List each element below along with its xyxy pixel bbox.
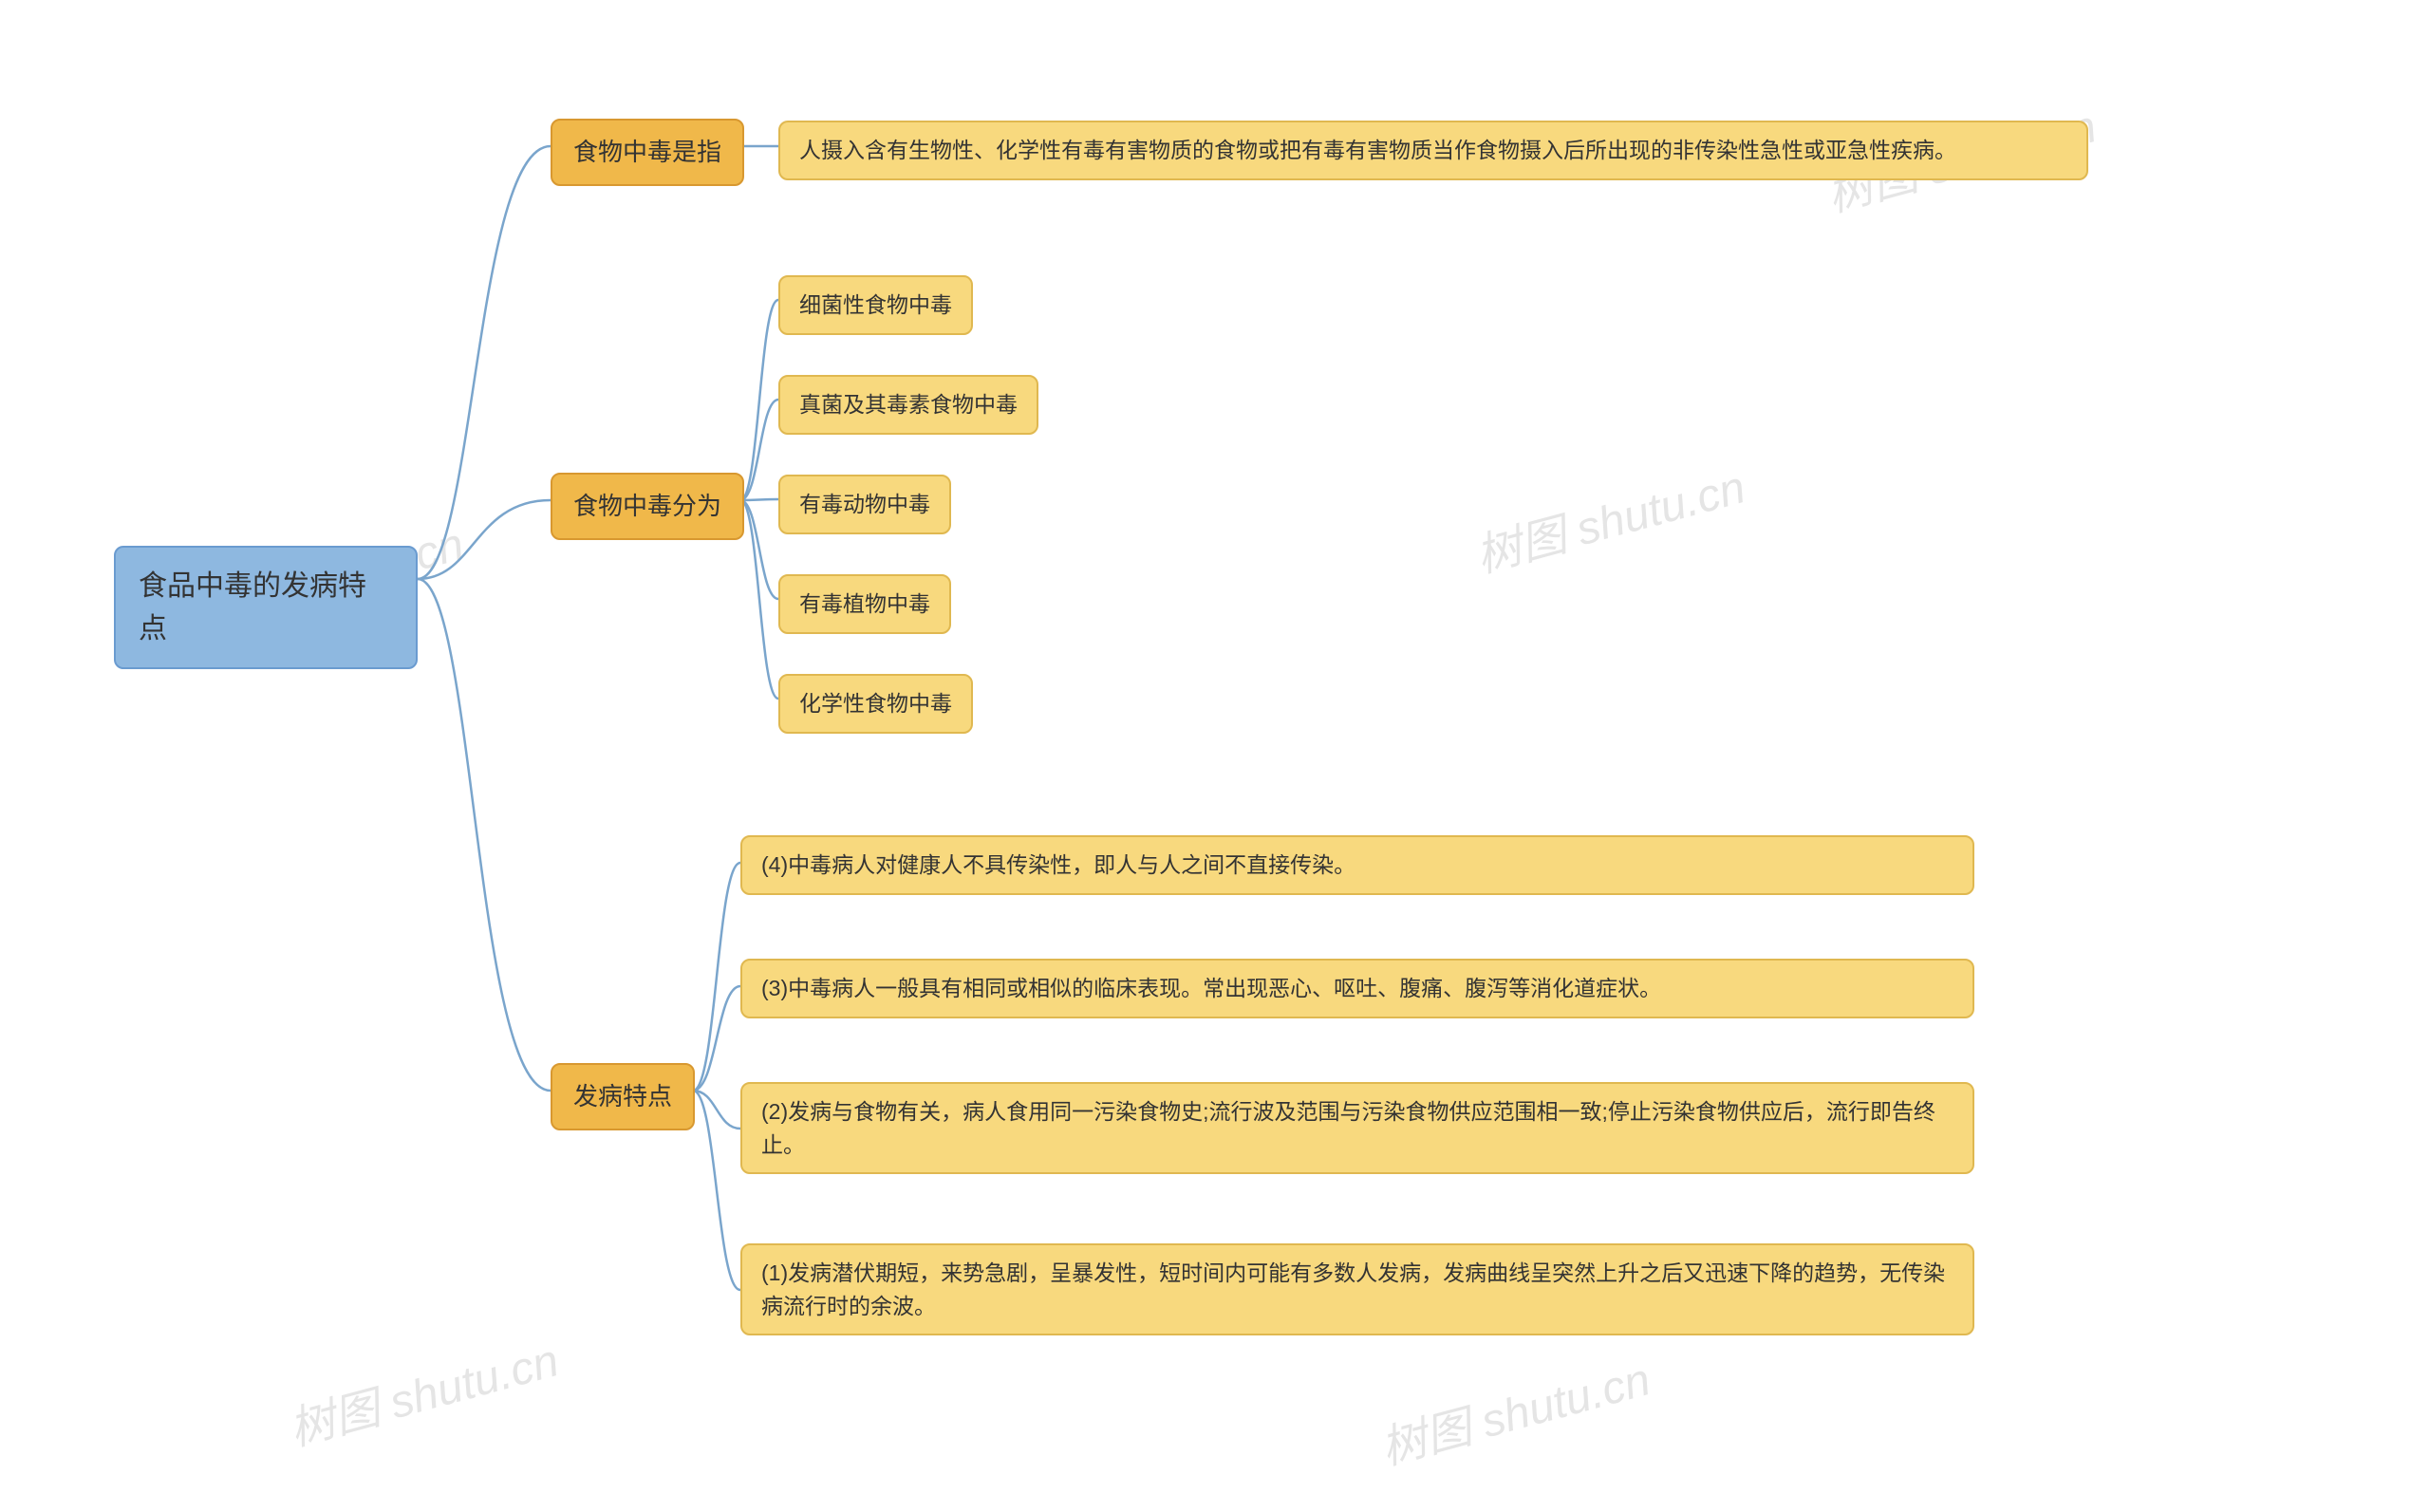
leaf-label: 有毒植物中毒 <box>799 588 930 621</box>
leaf-label: (3)中毒病人一般具有相同或相似的临床表现。常出现恶心、呕吐、腹痛、腹泻等消化道… <box>761 972 1661 1005</box>
leaf-node[interactable]: 真菌及其毒素食物中毒 <box>778 375 1038 435</box>
root-label: 食品中毒的发病特点 <box>139 565 393 650</box>
root-node[interactable]: 食品中毒的发病特点 <box>114 546 418 669</box>
branch-node-types[interactable]: 食物中毒分为 <box>551 473 744 540</box>
branch-label: 食物中毒分为 <box>573 488 721 525</box>
leaf-node[interactable]: 化学性食物中毒 <box>778 674 973 734</box>
leaf-node[interactable]: 有毒动物中毒 <box>778 475 951 534</box>
branch-node-features[interactable]: 发病特点 <box>551 1063 695 1130</box>
leaf-label: 人摄入含有生物性、化学性有毒有害物质的食物或把有毒有害物质当作食物摄入后所出现的… <box>799 134 1956 167</box>
branch-label: 发病特点 <box>573 1078 672 1115</box>
leaf-label: 细菌性食物中毒 <box>799 289 952 322</box>
leaf-node[interactable]: (3)中毒病人一般具有相同或相似的临床表现。常出现恶心、呕吐、腹痛、腹泻等消化道… <box>740 959 1974 1018</box>
leaf-node[interactable]: (1)发病潜伏期短，来势急剧，呈暴发性，短时间内可能有多数人发病，发病曲线呈突然… <box>740 1243 1974 1335</box>
watermark: 树图 shutu.cn <box>1467 450 1751 586</box>
leaf-node[interactable]: 人摄入含有生物性、化学性有毒有害物质的食物或把有毒有害物质当作食物摄入后所出现的… <box>778 121 2088 180</box>
branch-label: 食物中毒是指 <box>573 134 721 171</box>
leaf-label: (2)发病与食物有关，病人食用同一污染食物史;流行波及范围与污染食物供应范围相一… <box>761 1095 1953 1161</box>
leaf-label: 有毒动物中毒 <box>799 488 930 521</box>
watermark: 树图 shutu.cn <box>281 1323 565 1459</box>
leaf-node[interactable]: 有毒植物中毒 <box>778 574 951 634</box>
leaf-label: (1)发病潜伏期短，来势急剧，呈暴发性，短时间内可能有多数人发病，发病曲线呈突然… <box>761 1257 1953 1322</box>
leaf-label: 化学性食物中毒 <box>799 687 952 720</box>
leaf-node[interactable]: 细菌性食物中毒 <box>778 275 973 335</box>
watermark: 树图 shutu.cn <box>1373 1342 1656 1478</box>
leaf-label: 真菌及其毒素食物中毒 <box>799 388 1018 421</box>
leaf-label: (4)中毒病人对健康人不具传染性，即人与人之间不直接传染。 <box>761 849 1355 882</box>
leaf-node[interactable]: (4)中毒病人对健康人不具传染性，即人与人之间不直接传染。 <box>740 835 1974 895</box>
leaf-node[interactable]: (2)发病与食物有关，病人食用同一污染食物史;流行波及范围与污染食物供应范围相一… <box>740 1082 1974 1174</box>
branch-node-definition[interactable]: 食物中毒是指 <box>551 119 744 186</box>
